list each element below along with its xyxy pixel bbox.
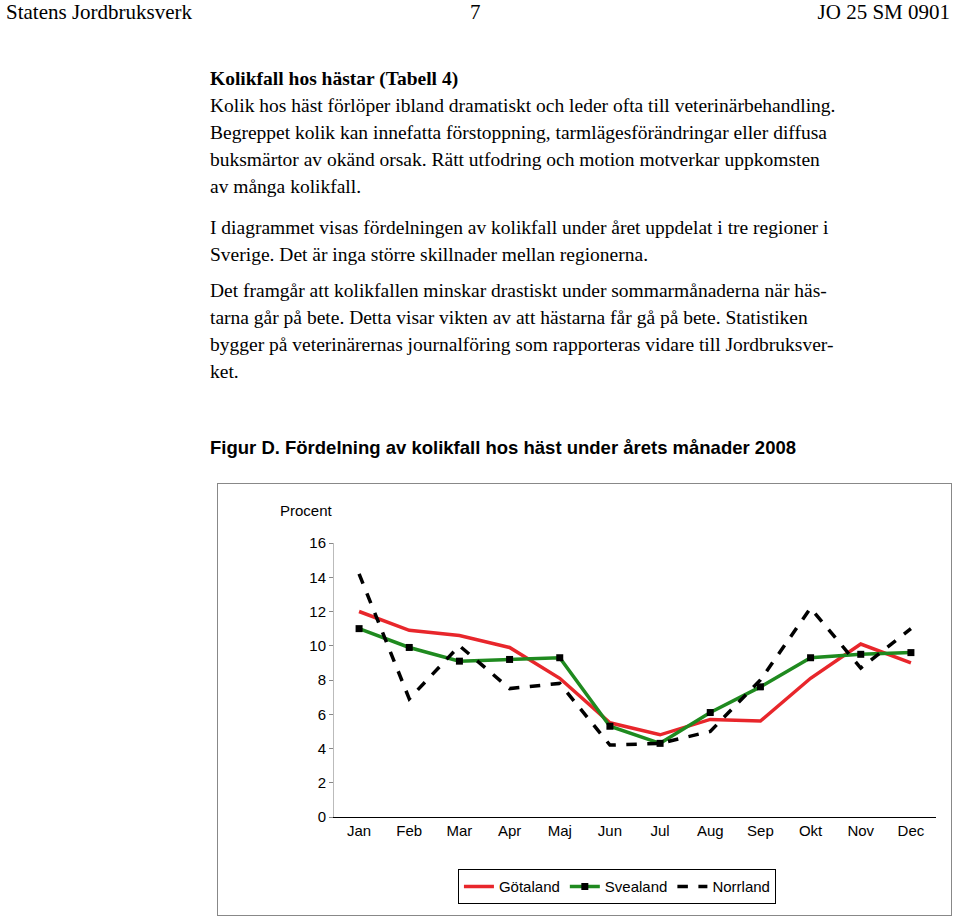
html-text:av många kolikfall.: av många kolikfall. xyxy=(210,176,362,197)
html-text:Sverige. Det är inga större sk: Sverige. Det är inga större skillnader m… xyxy=(210,244,648,265)
html-text:7: 7 xyxy=(470,0,481,24)
svg-text:Nov: Nov xyxy=(847,822,874,839)
svg-text:Okt: Okt xyxy=(799,822,823,839)
svg-text:Aug: Aug xyxy=(697,822,724,839)
svg-text:Dec: Dec xyxy=(898,822,925,839)
svg-text:Feb: Feb xyxy=(396,822,422,839)
svg-text:14: 14 xyxy=(309,569,326,586)
svg-text:2: 2 xyxy=(318,774,326,791)
svg-text:Norrland: Norrland xyxy=(712,878,770,895)
svg-text:Mar: Mar xyxy=(446,822,472,839)
svg-text:0: 0 xyxy=(318,808,326,825)
html-text:JO 25 SM 0901: JO 25 SM 0901 xyxy=(817,0,950,24)
svg-text:Apr: Apr xyxy=(498,822,521,839)
html-text:I diagrammet visas fördelninge: I diagrammet visas fördelningen av kolik… xyxy=(210,217,829,238)
html-text:bygger på veterinärernas journ: bygger på veterinärernas journalföring s… xyxy=(210,334,834,355)
html-text:Det framgår att kolikfallen mi: Det framgår att kolikfallen minskar dras… xyxy=(210,280,827,301)
svg-text:8: 8 xyxy=(318,671,326,688)
html-text:tarna går på bete. Detta visar: tarna går på bete. Detta visar vikten av… xyxy=(210,307,808,328)
svg-text:Sep: Sep xyxy=(747,822,774,839)
html-text:Kolik hos häst förlöper ibland: Kolik hos häst förlöper ibland dramatisk… xyxy=(210,95,836,116)
svg-text:Procent: Procent xyxy=(280,502,333,519)
svg-text:Jun: Jun xyxy=(598,822,622,839)
html-text:Begreppet kolik kan innefatta: Begreppet kolik kan innefatta förstoppni… xyxy=(210,122,827,143)
svg-text:Svealand: Svealand xyxy=(605,878,668,895)
html-text:Statens Jordbruksverk: Statens Jordbruksverk xyxy=(6,0,193,24)
svg-text:Jul: Jul xyxy=(650,822,669,839)
html-text:ket.: ket. xyxy=(210,361,239,382)
svg-text:16: 16 xyxy=(309,534,326,551)
svg-text:Jan: Jan xyxy=(347,822,371,839)
svg-text:Götaland: Götaland xyxy=(499,878,560,895)
svg-text:Maj: Maj xyxy=(548,822,572,839)
svg-text:4: 4 xyxy=(318,740,326,757)
svg-text:12: 12 xyxy=(309,603,326,620)
html-text:Kolikfall hos hästar (Tabell 4: Kolikfall hos hästar (Tabell 4) xyxy=(210,68,459,89)
html-text:buksmärtor av okänd orsak. Rät: buksmärtor av okänd orsak. Rätt utfodrin… xyxy=(210,149,820,170)
svg-text:6: 6 xyxy=(318,706,326,723)
html-text:Figur D. Fördelning av kolikfa: Figur D. Fördelning av kolikfall hos häs… xyxy=(210,437,796,458)
svg-text:10: 10 xyxy=(309,637,326,654)
